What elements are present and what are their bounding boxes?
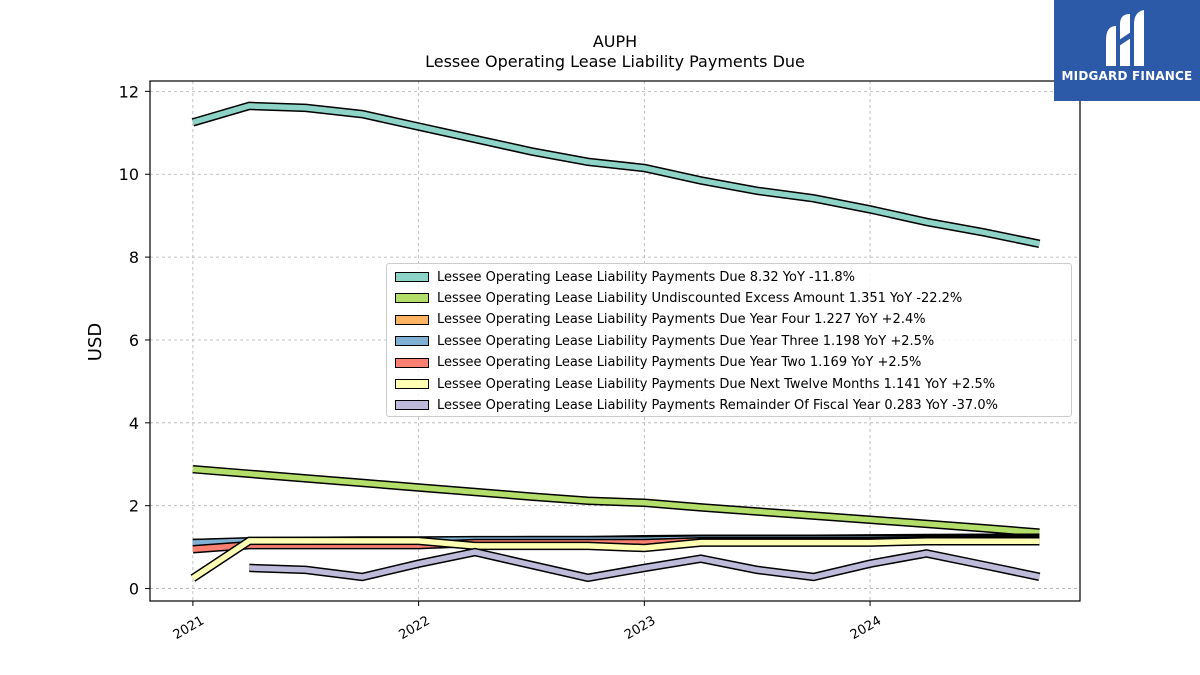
logo-text: MIDGARD FINANCE [1061, 69, 1193, 83]
y-tick-label: 10 [119, 165, 139, 184]
y-tick-label: 0 [129, 580, 139, 599]
legend-label: Lessee Operating Lease Liability Payment… [437, 355, 922, 371]
plot-frame [149, 80, 1081, 602]
series-line [192, 103, 1040, 247]
chart-subtitle: Lessee Operating Lease Liability Payment… [425, 52, 805, 71]
legend-swatch [395, 293, 429, 304]
legend-swatch [395, 336, 429, 347]
y-axis-label: USD [85, 323, 106, 361]
x-tick-label: 2023 [622, 613, 658, 643]
legend-swatch [395, 379, 429, 389]
y-tick-label: 8 [129, 248, 139, 267]
x-tick-label: 2022 [396, 613, 432, 643]
legend-label: Lessee Operating Lease Liability Payment… [437, 397, 998, 413]
legend-label: Lessee Operating Lease Liability Payment… [437, 312, 926, 328]
logo-mark-icon [1106, 10, 1144, 66]
y-tick-label: 12 [119, 82, 139, 101]
legend-label: Lessee Operating Lease Liability Payment… [437, 269, 856, 285]
legend-item: Lessee Operating Lease Liability Payment… [395, 397, 998, 413]
series-line-outline [191, 101, 1041, 248]
series-line [249, 549, 1040, 581]
legend-item: Lessee Operating Lease Liability Payment… [395, 333, 934, 349]
legend-label: Lessee Operating Lease Liability Payment… [437, 333, 935, 349]
legend-swatch [395, 400, 429, 411]
series-line [191, 538, 1040, 581]
series-line [192, 466, 1040, 536]
legend-item: Lessee Operating Lease Liability Payment… [395, 355, 921, 371]
y-tick-label: 4 [129, 414, 139, 433]
brand-logo: MIDGARD FINANCE [1054, 0, 1200, 101]
y-tick-label: 6 [129, 331, 139, 350]
legend-item: Lessee Operating Lease Liability Payment… [395, 376, 995, 392]
x-tick-label: 2024 [848, 613, 884, 643]
legend-label: Lessee Operating Lease Liability Payment… [437, 376, 996, 392]
legend-item: Lessee Operating Lease Liability Undisco… [395, 290, 962, 306]
x-tick-label: 2021 [171, 613, 207, 643]
y-tick-label: 2 [129, 497, 139, 516]
legend-item: Lessee Operating Lease Liability Payment… [395, 269, 855, 285]
legend-item: Lessee Operating Lease Liability Payment… [395, 312, 926, 328]
chart-title: AUPH [592, 32, 638, 51]
legend-swatch [395, 272, 429, 282]
legend-swatch [395, 314, 429, 325]
legend-label: Lessee Operating Lease Liability Undisco… [437, 290, 963, 306]
legend-swatch [395, 357, 429, 368]
chart-legend: Lessee Operating Lease Liability Payment… [386, 263, 1072, 417]
